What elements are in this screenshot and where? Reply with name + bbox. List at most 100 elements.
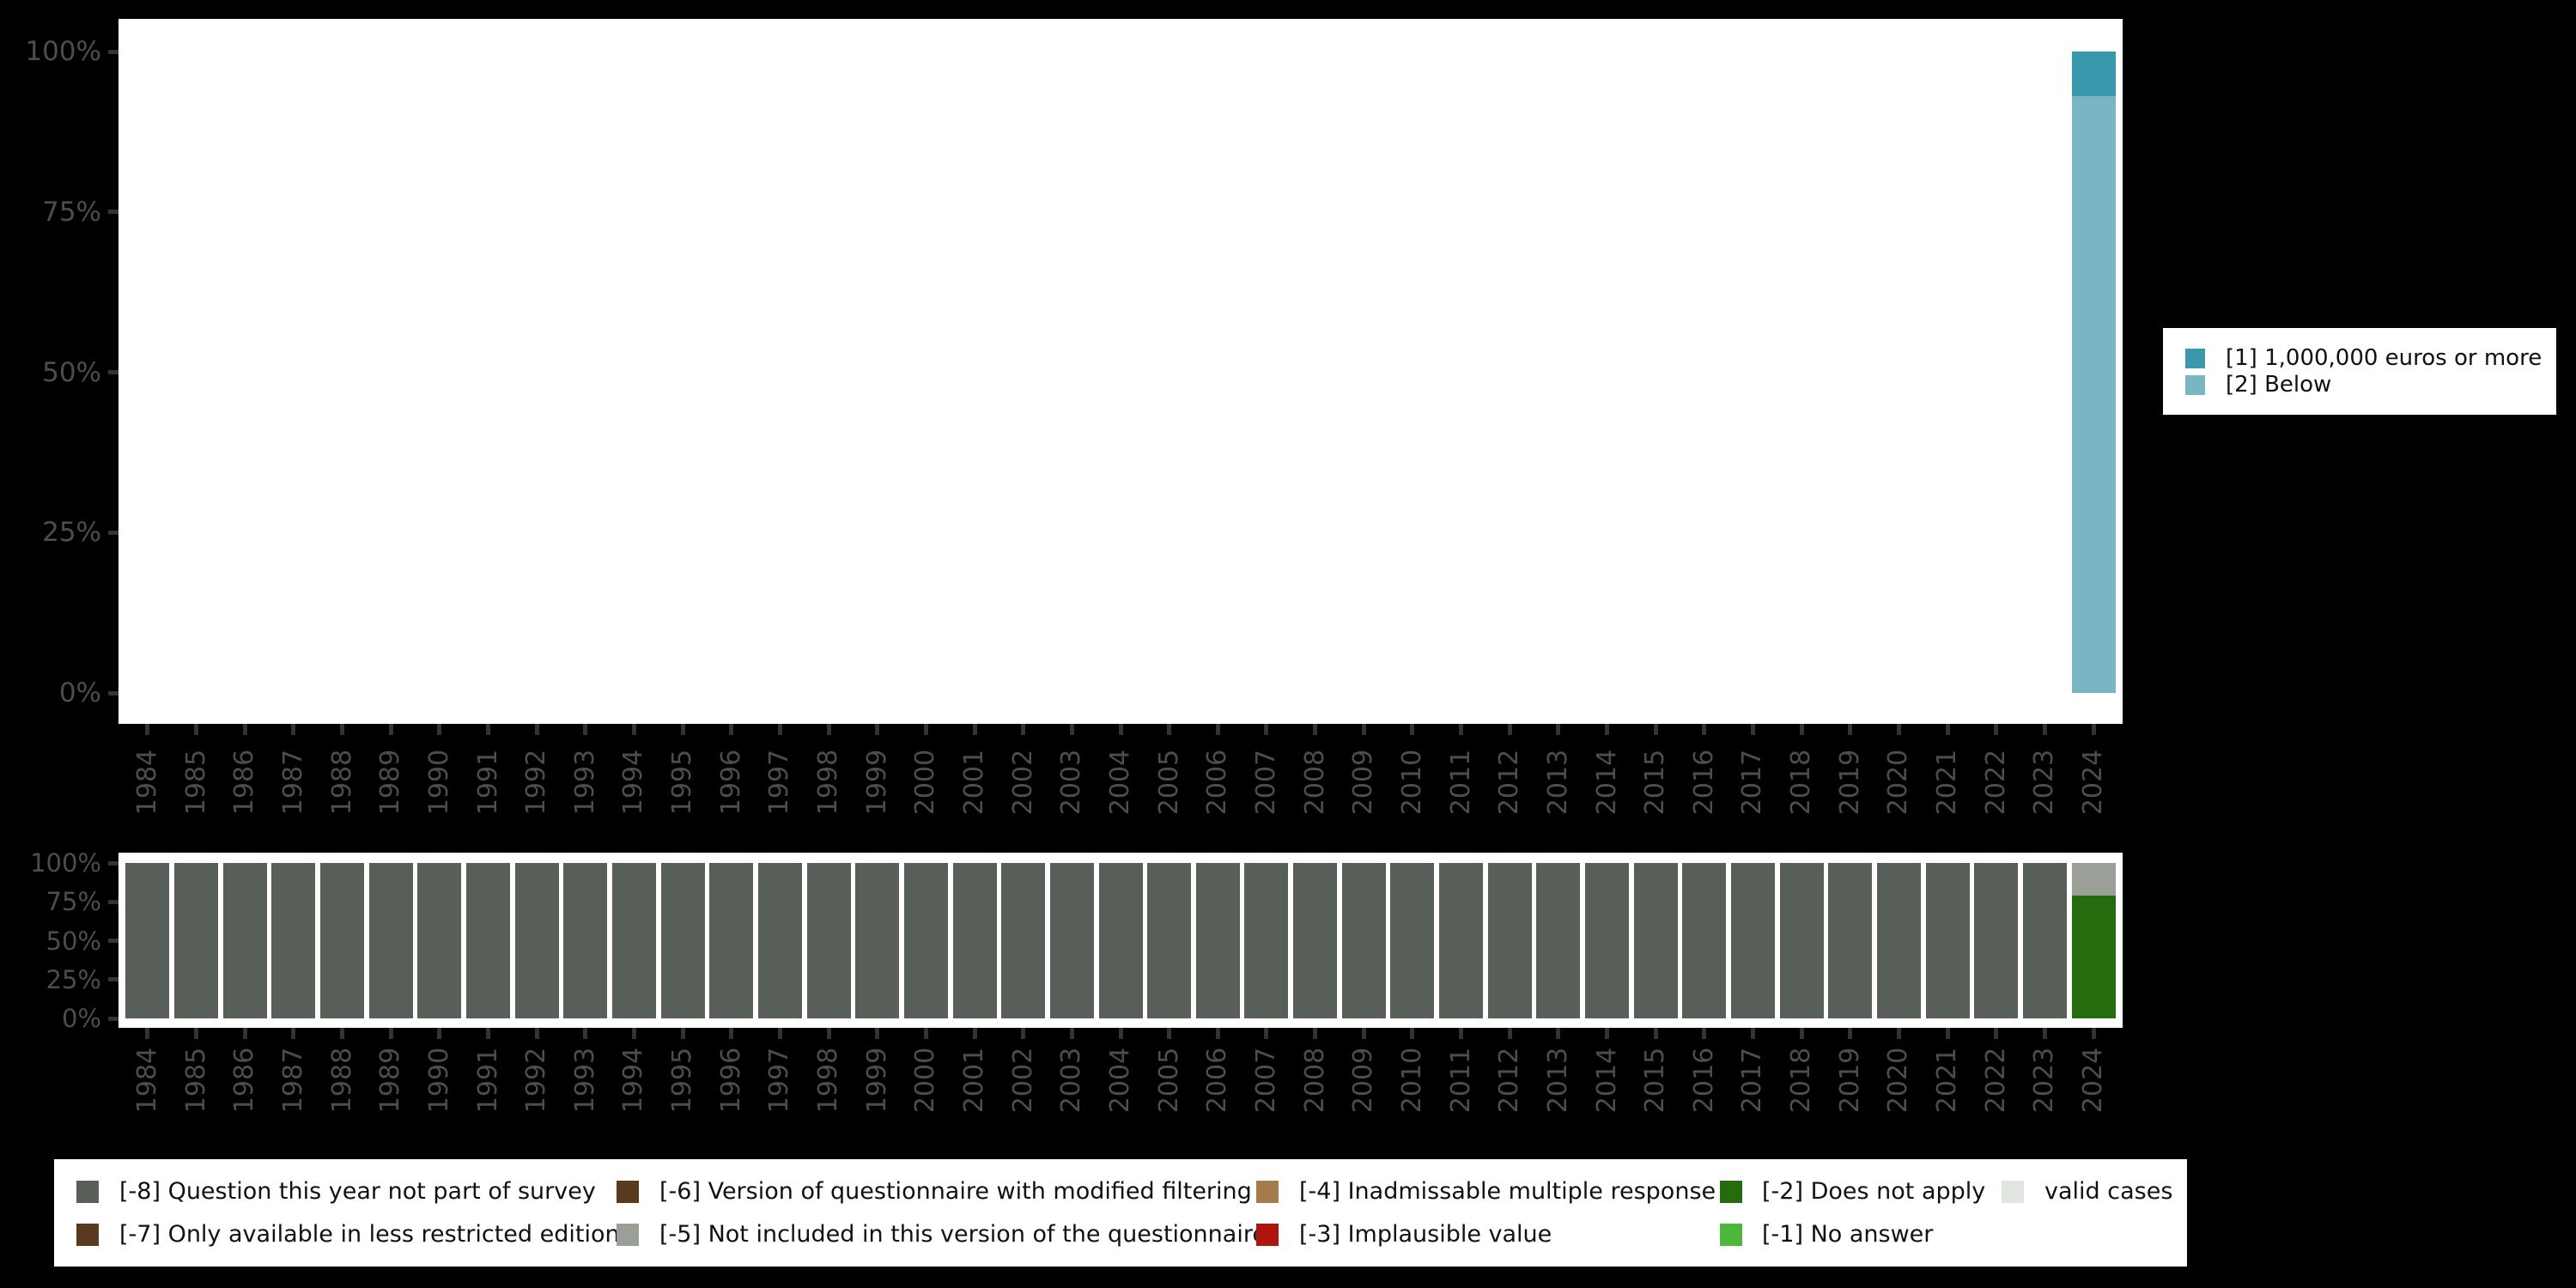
legend-swatch <box>617 1224 639 1246</box>
bar-segment <box>271 863 316 1018</box>
x-axis-year-label: 2004 <box>1105 749 1135 816</box>
legend-swatch <box>1256 1224 1279 1246</box>
x-axis-year-label: 2016 <box>1688 1047 1719 1114</box>
x-axis-year-label: 2003 <box>1056 749 1087 816</box>
x-axis-tick <box>1459 1028 1464 1039</box>
bar-segment <box>1147 863 1192 1018</box>
bar-segment <box>320 863 365 1018</box>
x-axis-tick <box>1313 724 1318 735</box>
x-axis-year-label: 2008 <box>1299 749 1330 816</box>
x-axis-year-label: 1993 <box>569 749 600 816</box>
x-axis-year-label: 1987 <box>277 1047 308 1114</box>
bar-segment <box>611 863 656 1018</box>
x-axis-year-label: 2002 <box>1007 749 1038 816</box>
x-axis-year-label: 1984 <box>131 1047 162 1114</box>
x-axis-tick <box>1118 1028 1123 1039</box>
y-axis-tick <box>108 210 118 215</box>
legend-right-box <box>2163 328 2556 415</box>
legend-label: [-8] Question this year not part of surv… <box>119 1178 596 1205</box>
x-axis-year-label: 1998 <box>813 1047 844 1114</box>
x-axis-tick <box>923 724 928 735</box>
x-axis-tick <box>242 1028 247 1039</box>
x-axis-tick <box>291 1028 296 1039</box>
x-axis-year-label: 1987 <box>277 749 308 816</box>
bar-segment <box>2071 896 2116 1018</box>
x-axis-tick <box>291 724 296 735</box>
x-axis-year-label: 1997 <box>764 749 795 816</box>
x-axis-year-label: 2020 <box>1883 749 1914 816</box>
bar-segment <box>514 863 559 1018</box>
bar-segment <box>1876 863 1921 1018</box>
x-axis-year-label: 2023 <box>2029 749 2060 816</box>
x-axis-year-label: 2000 <box>910 749 941 816</box>
bar-segment <box>1001 863 1046 1018</box>
x-axis-year-label: 1990 <box>423 1047 454 1114</box>
y-axis-tick <box>108 939 118 943</box>
x-axis-tick <box>1410 724 1415 735</box>
x-axis-tick <box>631 724 636 735</box>
legend-swatch <box>1256 1181 1279 1203</box>
bar-segment <box>368 863 413 1018</box>
x-axis-year-label: 2013 <box>1542 1047 1573 1114</box>
bar-segment <box>174 863 219 1018</box>
x-axis-tick <box>875 1028 880 1039</box>
x-axis-tick <box>1069 724 1074 735</box>
x-axis-tick <box>486 724 491 735</box>
legend-label: [-6] Version of questionnaire with modif… <box>659 1178 1252 1205</box>
x-axis-year-label: 2001 <box>959 749 990 816</box>
x-axis-year-label: 1996 <box>715 1047 746 1114</box>
x-axis-tick <box>1215 724 1220 735</box>
x-axis-year-label: 2019 <box>1834 1047 1865 1114</box>
x-axis-tick <box>680 724 685 735</box>
x-axis-tick <box>826 1028 831 1039</box>
x-axis-tick <box>1848 1028 1853 1039</box>
x-axis-tick <box>1994 724 1999 735</box>
x-axis-year-label: 1999 <box>861 1047 892 1114</box>
x-axis-year-label: 2019 <box>1834 749 1865 816</box>
x-axis-year-label: 1989 <box>375 749 406 816</box>
bar-segment <box>1633 863 1678 1018</box>
bar-segment <box>2071 863 2116 896</box>
x-axis-tick <box>145 724 150 735</box>
bar-segment <box>1730 863 1775 1018</box>
legend-label: [-2] Does not apply <box>1762 1178 1986 1205</box>
x-axis-year-label: 1998 <box>813 749 844 816</box>
y-axis-tick <box>108 530 118 535</box>
x-axis-year-label: 1989 <box>375 1047 406 1114</box>
x-axis-year-label: 1995 <box>667 1047 698 1114</box>
x-axis-tick <box>1410 1028 1415 1039</box>
x-axis-tick <box>194 1028 199 1039</box>
x-axis-tick <box>1848 724 1853 735</box>
bar-segment <box>2071 52 2116 97</box>
y-axis-label: 25% <box>46 964 101 994</box>
x-axis-tick <box>340 724 345 735</box>
legend-swatch <box>2002 1181 2024 1203</box>
x-axis-year-label: 2012 <box>1494 1047 1525 1114</box>
legend-swatch <box>2185 349 2205 368</box>
legend-swatch <box>2185 375 2205 395</box>
bar-segment <box>2022 863 2067 1018</box>
x-axis-year-label: 2024 <box>2078 749 2108 816</box>
x-axis-tick <box>2042 724 2047 735</box>
x-axis-year-label: 2024 <box>2078 1047 2108 1114</box>
bar-segment <box>1779 863 1824 1018</box>
x-axis-year-label: 2017 <box>1737 749 1768 816</box>
x-axis-year-label: 2005 <box>1153 749 1184 816</box>
x-axis-tick <box>875 724 880 735</box>
x-axis-year-label: 2007 <box>1250 749 1281 816</box>
y-axis-tick <box>108 899 118 904</box>
x-axis-tick <box>388 1028 393 1039</box>
x-axis-year-label: 2004 <box>1105 1047 1135 1114</box>
bar-segment <box>1341 863 1386 1018</box>
x-axis-year-label: 2010 <box>1396 749 1427 816</box>
x-axis-year-label: 2003 <box>1056 1047 1087 1114</box>
bar-segment <box>1439 863 1484 1018</box>
x-axis-year-label: 1990 <box>423 749 454 816</box>
x-axis-tick <box>729 1028 734 1039</box>
x-axis-year-label: 1984 <box>131 749 162 816</box>
x-axis-year-label: 2010 <box>1396 1047 1427 1114</box>
x-axis-year-label: 1996 <box>715 749 746 816</box>
x-axis-tick <box>534 1028 539 1039</box>
x-axis-year-label: 2011 <box>1445 749 1476 816</box>
x-axis-tick <box>2091 724 2096 735</box>
